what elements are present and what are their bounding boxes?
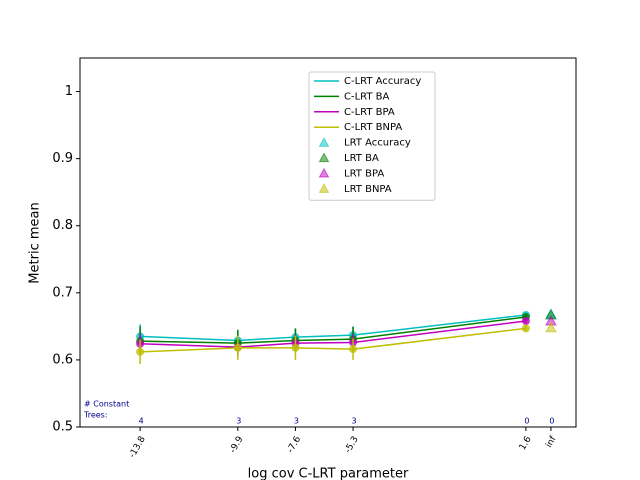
lrt-marker — [545, 321, 557, 333]
legend-label: LRT Accuracy — [344, 138, 411, 149]
legend-swatch — [318, 137, 330, 147]
legend-label: LRT BPA — [344, 168, 384, 179]
y-axis-label: Metric mean — [28, 202, 43, 283]
constant-trees-count: 3 — [352, 417, 357, 426]
point — [521, 324, 530, 333]
legend-swatch — [318, 183, 330, 193]
point — [349, 345, 358, 354]
y-tick-label: 0.5 — [52, 420, 73, 435]
x-axis-label: log cov C-LRT parameter — [248, 467, 409, 480]
plot-frame — [79, 57, 577, 428]
legend-swatch — [318, 167, 330, 178]
point — [291, 343, 300, 352]
legend-label: LRT BNPA — [344, 184, 392, 195]
y-tick-label: 0.6 — [52, 352, 73, 367]
y-tick-label: 0.8 — [52, 218, 73, 233]
legend-label: C-LRT BA — [344, 91, 390, 102]
point — [233, 343, 242, 352]
constant-trees-count: 3 — [294, 417, 299, 426]
legend-label: C-LRT Accuracy — [344, 76, 421, 87]
point — [521, 316, 530, 325]
constant-trees-count: 4 — [139, 417, 144, 426]
y-tick-label: 0.7 — [52, 285, 73, 300]
legend-swatch — [318, 152, 330, 163]
legend-label: C-LRT BPA — [344, 107, 395, 118]
y-tick-label: 1 — [65, 84, 73, 99]
legend-label: LRT BA — [344, 153, 379, 164]
constant-trees-count: 0 — [549, 417, 554, 426]
legend-label: C-LRT BNPA — [344, 122, 402, 133]
constant-trees-label: Trees: — [83, 411, 108, 420]
legend-box — [308, 71, 436, 201]
point — [136, 347, 145, 356]
constant-trees-count: 0 — [524, 417, 529, 426]
constant-trees-count: 3 — [236, 417, 241, 426]
y-tick-label: 0.9 — [52, 151, 73, 166]
constant-trees-label: # Constant — [84, 400, 129, 409]
